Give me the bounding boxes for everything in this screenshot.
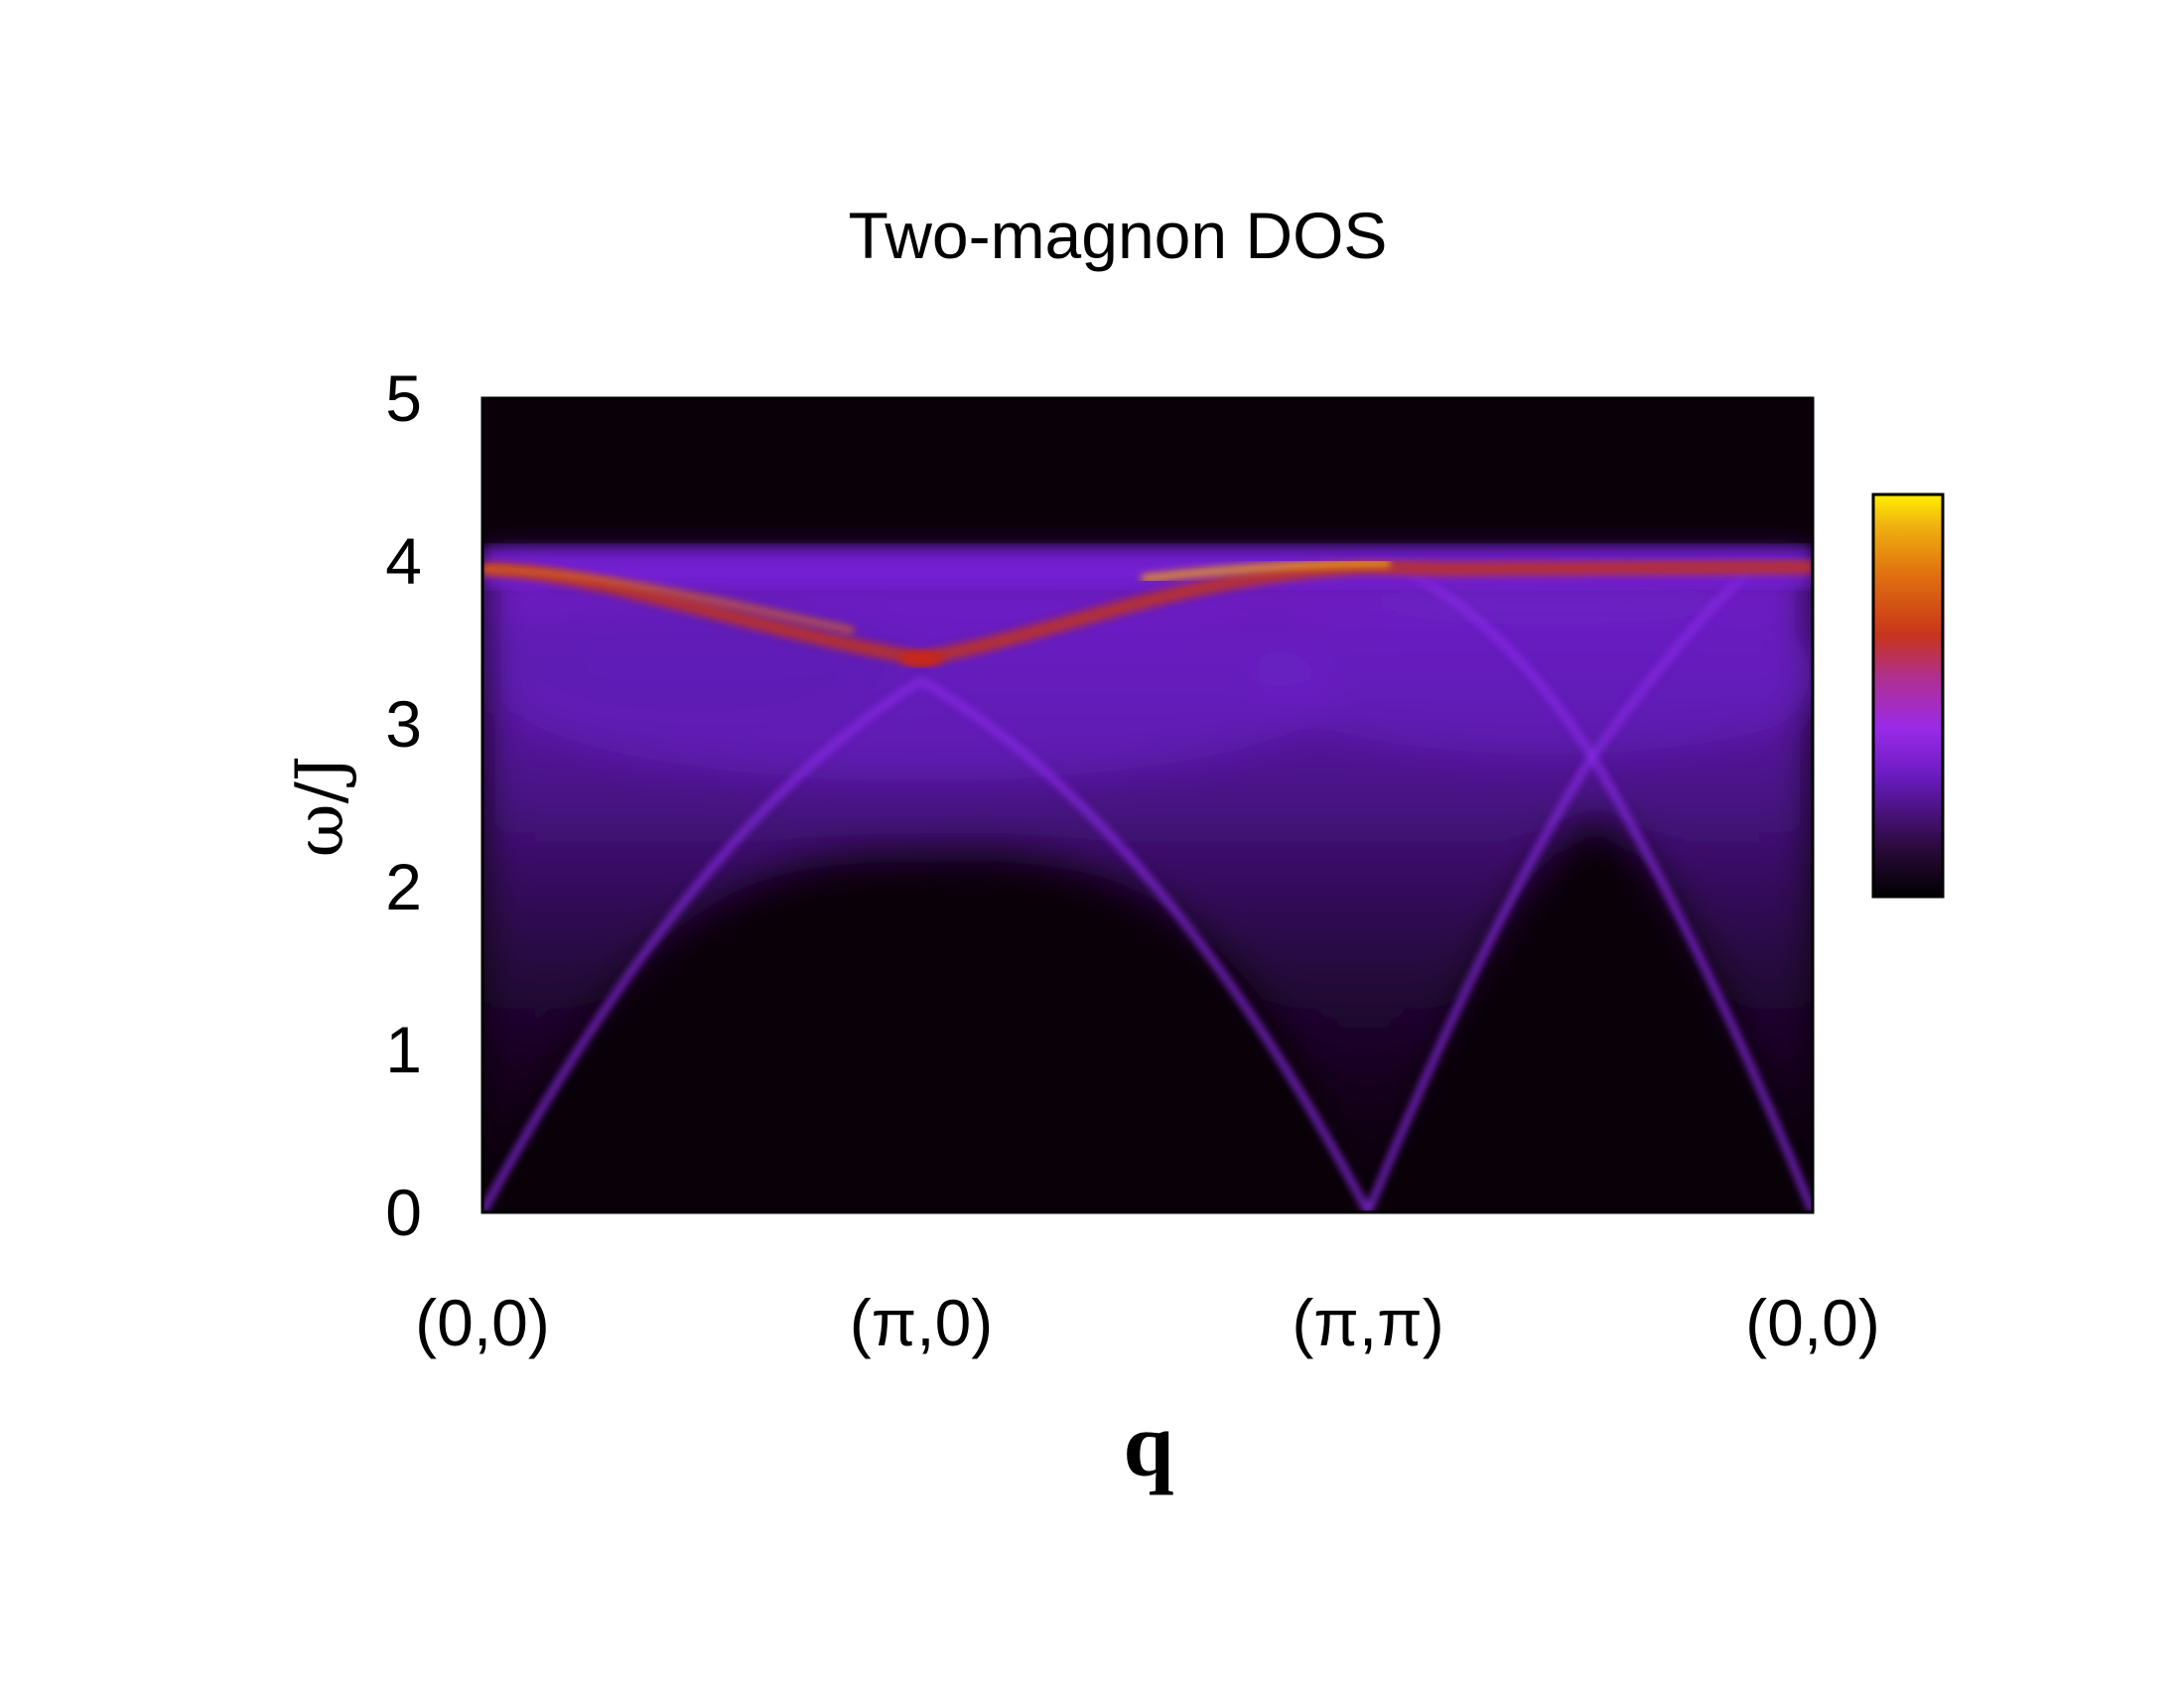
x-tick-label: (0,0) [1745,1286,1880,1359]
branch-center-falling [919,677,1372,1212]
branch-right-falling [1588,755,1813,1212]
edge-min-spot [899,650,943,667]
y-tick-label: 1 [385,1013,422,1086]
branch-right-rising [1364,754,1595,1212]
continuum [482,561,1813,1212]
colorbar [1871,492,1945,899]
dispersion-branches [482,569,1813,1212]
x-tick-label: (π,0) [850,1286,994,1359]
x-axis-label: q [1123,1394,1173,1495]
continuum-glow [482,599,913,719]
x-tick-label: (π,π) [1292,1286,1443,1359]
y-tick-label: 2 [385,850,422,923]
y-axis-ticks: 0 1 2 3 4 5 [385,361,422,1249]
continuum-glow [1251,595,1813,755]
chart-title: Two-magnon DOS [849,199,1388,272]
branch-cross-upper-right [1589,570,1750,759]
x-tick-label: (0,0) [415,1286,550,1359]
plot-frame [480,396,1815,1214]
y-tick-label: 0 [385,1176,422,1249]
y-axis-label: ω/J [282,756,358,858]
upper-edge-band [482,547,1813,667]
x-axis-ticks: (0,0) (π,0) (π,π) (0,0) [415,1286,1880,1359]
y-tick-label: 4 [385,524,422,598]
edge-orange-curve [482,566,855,634]
y-tick-label: 5 [385,361,422,435]
heatmap-area [482,398,1813,1212]
branch-left-rising [482,677,923,1212]
edge-orange-curve [1141,559,1391,583]
branch-cross-upper-left [1408,569,1595,759]
y-tick-label: 3 [385,687,422,761]
